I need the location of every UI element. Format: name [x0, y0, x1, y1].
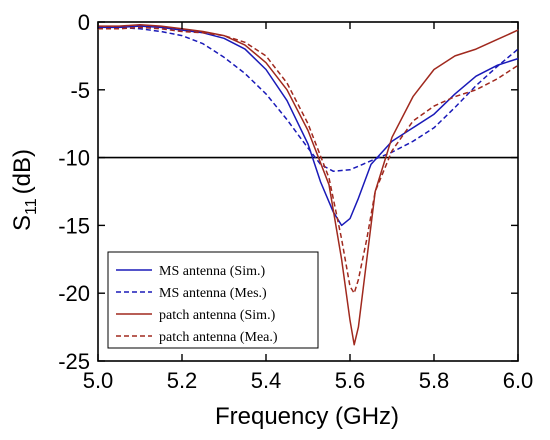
y-axis-title-sub: 11: [23, 198, 40, 215]
y-tick-label: -5: [70, 78, 90, 103]
y-tick-label: -25: [58, 349, 90, 374]
y-axis-title: S11 (dB): [9, 149, 40, 231]
legend-label-2: MS antenna (Mes.): [159, 286, 267, 301]
legend-label-3: patch antenna (Sim.): [159, 308, 276, 323]
legend-label-1: MS antenna (Sim.): [159, 264, 265, 279]
tick-labels-layer: 5.0 5.2 5.4 5.6 5.8 6.0 0 -5 -10 -15 -20 -25: [58, 10, 533, 393]
y-axis-title-rest: (dB): [9, 149, 36, 194]
x-tick-label: 5.4: [251, 368, 282, 393]
series-line-1: [98, 25, 519, 227]
legend-label-4: patch antenna (Mea.): [159, 330, 278, 345]
y-tick-label: 0: [78, 10, 90, 35]
y-axis-title-main: S: [9, 215, 36, 231]
legend: MS antenna (Sim.) MS antenna (Mes.) patch …: [107, 251, 319, 349]
legend-box: [107, 251, 319, 349]
x-tick-label: 5.8: [419, 368, 450, 393]
series-line-4: [98, 26, 519, 294]
plot-frame: [97, 21, 519, 362]
x-tick-label: 5.2: [167, 368, 198, 393]
svg-text:S11(dB): S11 (dB): [9, 149, 40, 231]
x-tick-label: 6.0: [503, 368, 534, 393]
y-tick-label: -15: [58, 213, 90, 238]
x-tick-label: 5.6: [335, 368, 366, 393]
legend-items: MS antenna (Sim.) MS antenna (Mes.) patch …: [116, 264, 278, 345]
x-tick-label: 5.0: [83, 368, 114, 393]
x-axis-title: Frequency (GHz): [215, 403, 399, 430]
y-tick-label: -10: [58, 146, 90, 171]
ticks-layer: [97, 21, 519, 362]
series-line-2: [97, 25, 519, 172]
y-tick-label: -20: [58, 281, 90, 306]
